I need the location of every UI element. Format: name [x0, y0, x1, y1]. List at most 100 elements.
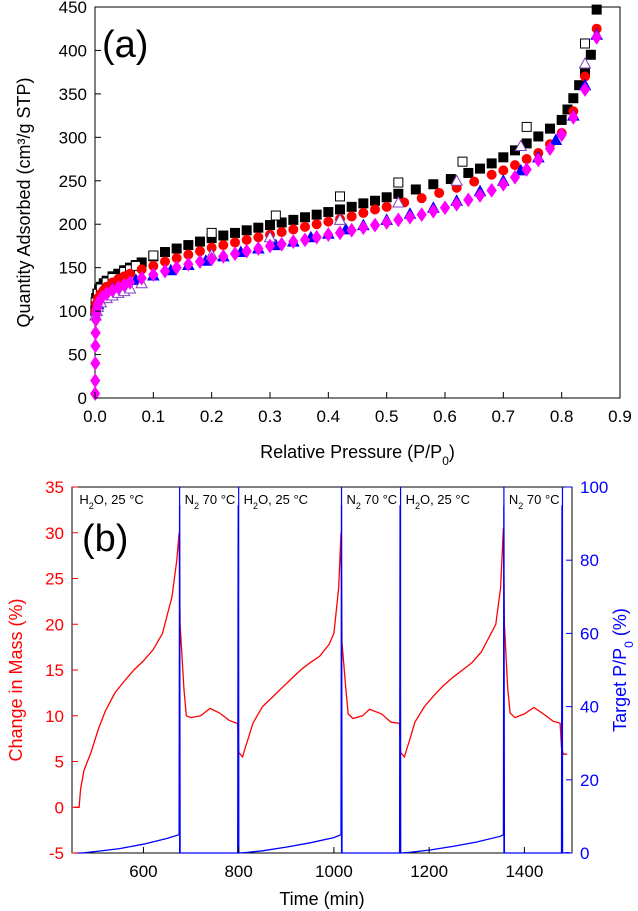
data-point [486, 182, 497, 198]
plot-frame-b [71, 486, 573, 854]
data-point [463, 192, 474, 208]
data-point [288, 214, 299, 225]
y-tick-label-a: 250 [59, 172, 87, 191]
data-point [300, 221, 310, 232]
data-point [451, 196, 462, 212]
data-point [171, 243, 182, 254]
annotation-part: 70 °C [361, 492, 397, 507]
x-tick-label-a: 0.1 [142, 407, 166, 426]
data-point [276, 227, 287, 238]
left-y-tick-label-b: -5 [49, 844, 64, 863]
data-point [410, 184, 421, 195]
x-tick-label-b: 800 [224, 862, 252, 881]
y-tick-label-a: 150 [59, 259, 87, 278]
data-point [288, 224, 299, 235]
data-point [463, 167, 474, 178]
data-point [323, 216, 334, 227]
data-point [90, 338, 101, 354]
phase-annotation: N2 70 °C [185, 492, 236, 511]
data-points-a [89, 4, 604, 402]
data-point [230, 237, 240, 248]
annotation-part: N [509, 492, 518, 507]
left-y-tick-label-b: 20 [45, 615, 64, 634]
left-y-tick-label-b: 10 [45, 707, 64, 726]
left-y-axis-ticks-b: -5 0 5 10 15 20 25 30 35 [45, 478, 78, 863]
x-axis-title-a-main: Relative Pressure (P/P [260, 442, 442, 462]
annotation-part: H [79, 492, 88, 507]
data-point [276, 217, 287, 228]
data-point [568, 93, 579, 104]
data-point [206, 251, 217, 267]
annotation-part: O, 25 °C [258, 492, 308, 507]
data-point [90, 373, 101, 389]
target-pressure-line [74, 505, 570, 854]
y-tick-label-a: 300 [59, 128, 87, 147]
x-tick-label-a: 0.0 [83, 407, 107, 426]
x-tick-label-a: 0.3 [258, 407, 282, 426]
data-point [391, 195, 405, 208]
y-tick-label-a: 450 [59, 0, 87, 17]
data-point [241, 234, 252, 245]
right-y-axis-title-b: Target P/P0 (%) [610, 608, 636, 732]
data-point [335, 191, 345, 202]
data-point [311, 209, 322, 220]
y-tick-label-a: 50 [68, 346, 87, 365]
data-point [358, 198, 369, 209]
data-point [335, 204, 345, 215]
y-tick-label-a: 100 [59, 302, 87, 321]
data-point [545, 123, 555, 134]
data-point [265, 220, 275, 231]
data-point [585, 49, 596, 60]
data-point [556, 127, 567, 143]
x-tick-label-a: 0.7 [492, 407, 516, 426]
left-y-tick-label-b: 15 [45, 661, 64, 680]
data-point [521, 162, 532, 177]
x-axis-title-a: Relative Pressure (P/P0) [260, 442, 455, 468]
data-point [136, 270, 147, 286]
y-tick-label-a: 0 [78, 389, 87, 408]
data-point [369, 217, 381, 233]
left-y-tick-label-b: 35 [45, 478, 64, 497]
data-point [346, 222, 357, 238]
data-point [381, 215, 392, 230]
data-point [439, 200, 451, 216]
annotation-part: H [244, 492, 253, 507]
mass-change-line [74, 528, 568, 808]
x-tick-label-b: 1400 [505, 862, 543, 881]
annotation-subscript: 2 [89, 501, 94, 511]
data-point [486, 158, 497, 169]
phase-annotation: N2 70 °C [509, 492, 560, 511]
annotation-subscript: 2 [253, 501, 258, 511]
x-tick-label-a: 0.4 [317, 407, 341, 426]
data-point [159, 263, 171, 279]
data-point [300, 212, 310, 223]
x-axis-title-a-sub: 0 [442, 454, 449, 468]
panel-label-a: (a) [102, 24, 148, 66]
data-point [230, 227, 240, 238]
data-point [498, 152, 509, 163]
data-point [591, 4, 602, 15]
data-point [521, 121, 532, 132]
left-y-tick-label-b: 25 [45, 570, 64, 589]
annotation-subscript: 2 [518, 501, 523, 511]
data-point [276, 236, 287, 252]
data-point [568, 109, 579, 125]
data-point [333, 213, 347, 225]
data-point [578, 56, 592, 69]
x-axis-ticks-a: 0.0 0.1 0.2 0.3 0.4 0.5 0.6 0.7 0.8 0.9 [83, 392, 632, 426]
annotation-subscript: 2 [194, 501, 199, 511]
data-point [183, 240, 194, 251]
data-point [556, 114, 567, 125]
x-tick-label-a: 0.2 [200, 407, 224, 426]
data-point [358, 220, 369, 236]
right-y-axis-title-b-end: (%) [610, 608, 630, 641]
data-point [416, 207, 427, 223]
annotation-part: O, 25 °C [420, 492, 470, 507]
y-tick-label-a: 200 [59, 215, 87, 234]
annotation-part: O, 25 °C [94, 492, 144, 507]
data-point [229, 246, 241, 262]
annotation-part: H [406, 492, 415, 507]
right-y-axis-ticks-b: 0 20 40 60 80 100 [566, 478, 608, 863]
data-point [334, 225, 346, 241]
